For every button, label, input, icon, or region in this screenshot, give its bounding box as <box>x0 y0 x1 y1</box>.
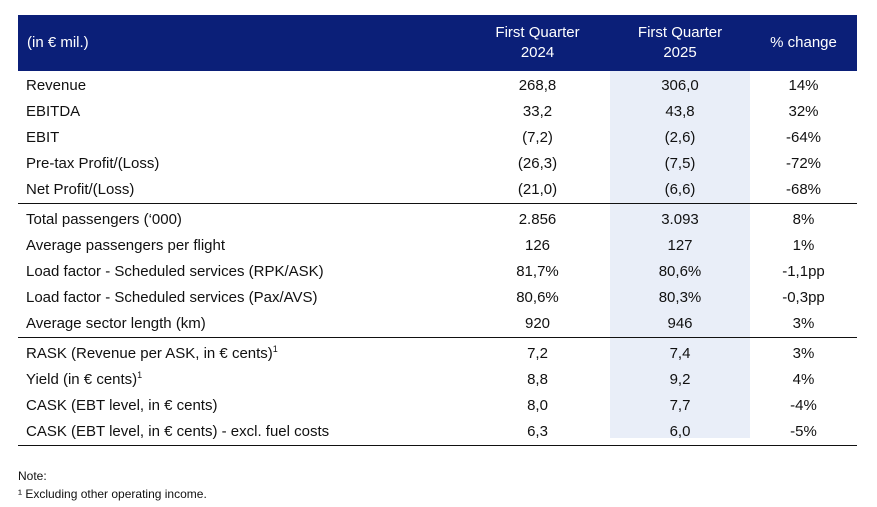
row-label: CASK (EBT level, in € cents) <box>26 397 218 414</box>
row-label: Pre-tax Profit/(Loss) <box>26 155 160 172</box>
row-q2025: 127 <box>667 237 693 254</box>
row-q2025: 6,0 <box>669 423 691 440</box>
row-label: Average sector length (km) <box>26 315 206 332</box>
table-section: RASK (Revenue per ASK, in € cents)1 7,2 7,… <box>18 338 857 446</box>
table-row: Average passengers per flight 126 127 1% <box>18 233 857 259</box>
header-units-label: (in € mil.) <box>27 34 89 51</box>
row-change: -68% <box>785 181 822 198</box>
row-q2025: 80,6% <box>658 263 702 280</box>
section-divider <box>18 337 857 338</box>
table-row: Average sector length (km) 920 946 3% <box>18 311 857 337</box>
row-q2024: 33,2 <box>522 103 553 120</box>
header-q2024: First Quarter 2024 <box>465 15 610 71</box>
row-label-text: RASK (Revenue per ASK, in € cents) <box>26 345 273 362</box>
row-q2024: 8,8 <box>527 371 548 388</box>
row-q2024: 268,8 <box>518 77 557 94</box>
section-divider <box>18 445 857 446</box>
footnote-marker: 1 <box>272 344 278 354</box>
table-section: Total passengers (‘000) 2.856 3.093 8% Avera… <box>18 204 857 338</box>
row-change: 4% <box>792 371 815 388</box>
table-row: RASK (Revenue per ASK, in € cents)1 7,2 7,… <box>18 341 857 367</box>
footnote-marker: 1 <box>137 370 143 380</box>
footnote: ¹ Excluding other operating income. <box>18 487 207 501</box>
row-label: Net Profit/(Loss) <box>26 181 135 198</box>
row-label: Yield (in € cents)1 <box>26 367 142 393</box>
table-row: Load factor - Scheduled services (RPK/AS… <box>18 259 857 285</box>
row-label: CASK (EBT level, in € cents) - excl. fue… <box>26 423 330 440</box>
row-change: 32% <box>788 103 819 120</box>
table-row: CASK (EBT level, in € cents) - excl. fue… <box>18 419 857 445</box>
table-row: CASK (EBT level, in € cents) 8,0 7,7 -4% <box>18 393 857 419</box>
row-q2025: 7,4 <box>669 345 691 362</box>
row-change: -4% <box>790 397 817 414</box>
row-label: Total passengers (‘000) <box>26 211 182 228</box>
table-header: (in € mil.) First Quarter 2024 First Qua… <box>18 15 857 71</box>
header-change: % change <box>770 34 837 51</box>
table-section: Revenue 268,8 306,0 14% EBITDA 33,2 43,8 32% EBI… <box>18 71 857 204</box>
header-q2025-line2: 2025 <box>663 44 697 61</box>
section-divider <box>18 203 857 204</box>
row-q2025: 7,7 <box>669 397 691 414</box>
table-row: Revenue 268,8 306,0 14% <box>18 73 857 99</box>
row-q2025: (6,6) <box>664 181 696 198</box>
financial-table: (in € mil.) First Quarter 2024 First Qua… <box>18 15 857 446</box>
table-row: Load factor - Scheduled services (Pax/AV… <box>18 285 857 311</box>
table-row: EBIT (7,2) (2,6) -64% <box>18 125 857 151</box>
row-label: RASK (Revenue per ASK, in € cents)1 <box>26 341 278 367</box>
row-label: EBITDA <box>26 103 81 120</box>
row-change: -72% <box>785 155 822 172</box>
row-q2024: (26,3) <box>517 155 558 172</box>
row-change: 3% <box>792 345 815 362</box>
row-q2024: (7,2) <box>522 129 553 146</box>
row-label: Load factor - Scheduled services (RPK/AS… <box>26 263 324 280</box>
row-q2024: 8,0 <box>527 397 548 414</box>
row-q2024: 81,7% <box>516 263 559 280</box>
notes: Note: ¹ Excluding other operating income… <box>18 467 207 503</box>
header-q2024-line1: First Quarter <box>495 24 580 41</box>
row-q2024: 126 <box>524 237 551 254</box>
row-q2025: 3.093 <box>661 211 699 228</box>
row-change: -0,3pp <box>782 289 825 306</box>
row-q2025: (7,5) <box>664 155 696 172</box>
row-q2025: (2,6) <box>664 129 696 146</box>
table-row: Pre-tax Profit/(Loss) (26,3) (7,5) -72% <box>18 151 857 177</box>
row-label: Revenue <box>26 77 87 94</box>
header-q2025-line1: First Quarter <box>637 24 723 41</box>
row-label: EBIT <box>26 129 60 146</box>
table-row: EBITDA 33,2 43,8 32% <box>18 99 857 125</box>
row-label: Load factor - Scheduled services (Pax/AV… <box>26 289 318 306</box>
notes-title: Note: <box>18 469 47 483</box>
row-q2024: 80,6% <box>516 289 559 306</box>
row-q2024: (21,0) <box>517 181 558 198</box>
row-change: -5% <box>790 423 817 440</box>
row-q2024: 7,2 <box>527 345 548 362</box>
row-change: -1,1pp <box>782 263 825 280</box>
row-q2024: 920 <box>524 315 551 332</box>
table-row: Total passengers (‘000) 2.856 3.093 8% <box>18 207 857 233</box>
header-q2024-line2: 2024 <box>520 44 555 61</box>
row-q2024: 6,3 <box>527 423 548 440</box>
row-q2025: 9,2 <box>669 371 691 388</box>
row-change: 1% <box>792 237 815 254</box>
row-q2025: 946 <box>667 315 693 332</box>
header-q2025: First Quarter 2025 <box>610 15 750 71</box>
row-q2025: 306,0 <box>661 77 699 94</box>
row-q2024: 2.856 <box>518 211 557 228</box>
row-label: Average passengers per flight <box>26 237 226 254</box>
row-change: 14% <box>788 77 819 94</box>
row-change: -64% <box>785 129 822 146</box>
row-q2025: 43,8 <box>665 103 695 120</box>
table-row: Yield (in € cents)1 8,8 9,2 4% <box>18 367 857 393</box>
row-label-text: Yield (in € cents) <box>26 371 138 388</box>
table-row: Net Profit/(Loss) (21,0) (6,6) -68% <box>18 177 857 203</box>
row-change: 8% <box>792 211 815 228</box>
table-body: Revenue 268,8 306,0 14% EBITDA 33,2 43,8 32% EBI… <box>18 71 857 446</box>
row-change: 3% <box>792 315 815 332</box>
row-q2025: 80,3% <box>658 289 702 306</box>
q2025-column-highlight <box>610 71 750 438</box>
